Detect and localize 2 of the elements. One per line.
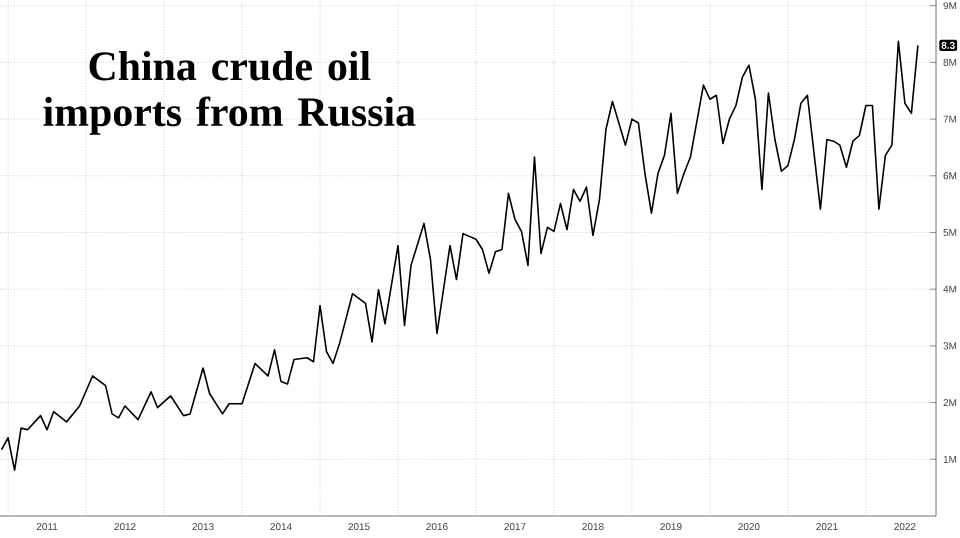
line-series xyxy=(0,40,919,471)
text: China crude oil imports from Russia xyxy=(43,50,416,135)
